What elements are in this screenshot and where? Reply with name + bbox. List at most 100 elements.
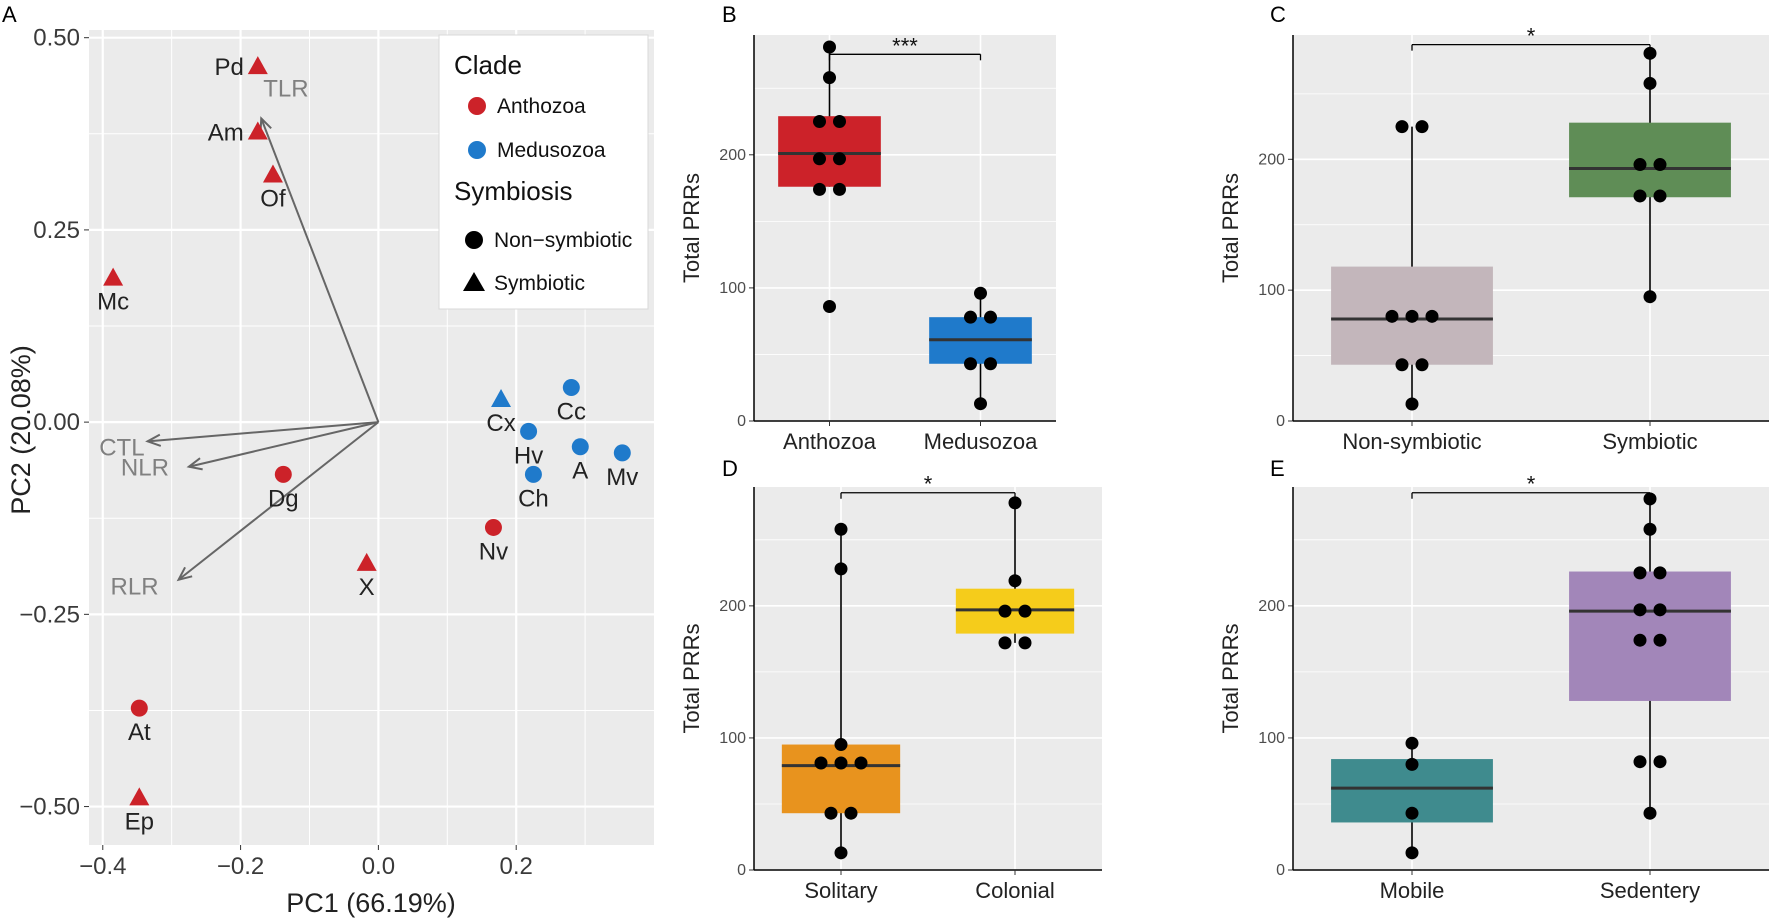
pca-point-dg	[274, 465, 292, 483]
pca-x-tick-label: −0.2	[217, 853, 264, 880]
boxplot-data-point	[1653, 603, 1667, 617]
boxplot-data-point	[1405, 309, 1419, 323]
significance-label: *	[1527, 24, 1536, 49]
loading-vector-ctl	[147, 421, 379, 443]
legend-non-symbiotic-swatch	[465, 231, 483, 249]
boxplot-data-point	[1653, 755, 1667, 769]
boxplot-data-point	[1008, 496, 1022, 510]
pca-point-at	[130, 699, 148, 717]
boxplot-data-point	[823, 71, 836, 85]
pca-point-label: Ep	[125, 808, 154, 835]
boxplot-data-point	[833, 152, 846, 166]
boxplot-y-tick-label: 200	[1258, 598, 1285, 615]
boxplot-data-point	[1633, 633, 1647, 647]
boxplot-y-tick-label: 200	[1258, 151, 1285, 168]
boxplot-data-point	[1405, 736, 1419, 750]
legend-anthozoa-label: Anthozoa	[497, 95, 586, 118]
pca-point-label: Mc	[97, 289, 129, 316]
panel-letter-c: C	[1270, 2, 1286, 27]
pca-point-pd	[247, 56, 268, 75]
boxplot-data-point	[1395, 358, 1409, 372]
pca-point-label: Ch	[518, 485, 549, 512]
significance-label: *	[924, 472, 933, 497]
boxplot-box-anthozoa	[778, 116, 881, 187]
boxplot-data-point	[1405, 757, 1419, 771]
boxplot-data-point	[854, 756, 868, 770]
boxplot-data-point	[1633, 603, 1647, 617]
boxplot-category-label: Colonial	[975, 878, 1055, 903]
boxplot-y-tick-label: 200	[719, 147, 746, 164]
boxplot-box-solitary	[781, 744, 901, 814]
boxplot-data-point	[964, 310, 977, 324]
boxplot-data-point	[823, 40, 836, 54]
legend-medusozoa-label: Medusozoa	[497, 139, 606, 162]
panel-a-pca-biplot: A −0.4 −0.2 0.0 0.2 0.50 0.25 0.00 −0.25 −0.50 T…	[2, 2, 654, 918]
loading-vector-arrowhead	[145, 433, 162, 447]
boxplot-y-tick-label: 100	[1258, 730, 1285, 747]
boxplot-y-axis-title: Total PRRs	[679, 623, 704, 733]
pca-point-label: At	[128, 719, 151, 746]
boxplot-y-tick-label: 100	[1258, 282, 1285, 299]
boxplot-data-point	[834, 846, 848, 860]
pca-y-axis-title: PC2 (20.08%)	[6, 345, 36, 515]
boxplot-data-point	[1633, 189, 1647, 203]
panel-d-colony-boxplot: D 0 100 200 Solitary Colonial * Total PRRs	[679, 456, 1102, 903]
pca-point-label: Cx	[486, 410, 515, 437]
pca-points: Pd Am Of Mc Dg X Nv At Ep Cx Cc Hv Ch A Mv	[97, 54, 638, 835]
legend-box	[438, 34, 649, 310]
pca-y-tick-label: −0.25	[19, 601, 80, 628]
boxplot-y-axis-title: Total PRRs	[1218, 173, 1243, 283]
boxplot-data-point	[1425, 309, 1439, 323]
significance-label: *	[1527, 472, 1536, 497]
legend-medusozoa-swatch	[468, 141, 486, 159]
loading-vector-arrowhead	[186, 457, 203, 471]
boxplot-data-point	[813, 152, 826, 166]
legend-anthozoa-swatch	[468, 97, 486, 115]
boxplot-data-point	[834, 522, 848, 536]
boxplot-y-tick-label: 0	[1276, 413, 1285, 430]
legend-symbiotic-label: Symbiotic	[494, 272, 585, 295]
pca-point-label: Hv	[514, 442, 543, 469]
boxplot-data-point	[1643, 76, 1657, 90]
boxplot-data-point	[1633, 158, 1647, 172]
boxplot-data-point	[1653, 566, 1667, 580]
boxplot-data-point	[1633, 755, 1647, 769]
boxplot-data-point	[1395, 120, 1409, 134]
boxplot-data-point	[813, 182, 826, 196]
pca-x-axis-title: PC1 (66.19%)	[286, 888, 456, 918]
legend-clade-title: Clade	[454, 50, 522, 80]
pca-y-tick-label: 0.00	[33, 409, 80, 436]
boxplot-y-axis-title: Total PRRs	[679, 173, 704, 283]
boxplot-data-point	[1018, 604, 1032, 618]
boxplot-y-tick-label: 100	[719, 730, 746, 747]
pca-point-am	[247, 121, 268, 140]
pca-point-label: A	[572, 458, 588, 485]
pca-point-of	[262, 164, 283, 183]
panel-letter-b: B	[722, 2, 737, 27]
boxplot-category-label: Mobile	[1380, 878, 1445, 903]
boxplot-category-label: Symbiotic	[1602, 429, 1697, 454]
pca-legend: Clade Anthozoa Medusozoa Symbiosis Non−s…	[438, 34, 649, 310]
loading-vector-tlr	[260, 118, 380, 423]
boxplot-y-tick-label: 0	[737, 413, 746, 430]
boxplot-category-label: Sedentery	[1600, 878, 1700, 903]
panel-letter-e: E	[1270, 456, 1285, 481]
boxplot-data-point	[814, 756, 828, 770]
loading-vector-arrowhead	[176, 566, 193, 582]
boxplot-data-point	[1643, 806, 1657, 820]
boxplot-y-tick-label: 200	[719, 598, 746, 615]
loading-vector-rlr	[177, 421, 380, 581]
pca-point-label: Am	[208, 119, 244, 146]
boxplot-data-point	[1643, 290, 1657, 304]
legend-non-symbiotic-label: Non−symbiotic	[494, 229, 632, 252]
boxplot-y-tick-label: 100	[719, 280, 746, 297]
boxplot-data-point	[1405, 397, 1419, 411]
pca-point-mc	[103, 267, 124, 286]
panel-letter-d: D	[722, 456, 738, 481]
panel-letter-a: A	[2, 2, 17, 27]
panel-c-symbiosis-boxplot: C 0 100 200 Non-symbiotic Symbiotic * Total PR…	[1218, 2, 1769, 454]
boxplot-category-label: Medusozoa	[924, 429, 1039, 454]
boxplot-data-point	[823, 300, 836, 314]
